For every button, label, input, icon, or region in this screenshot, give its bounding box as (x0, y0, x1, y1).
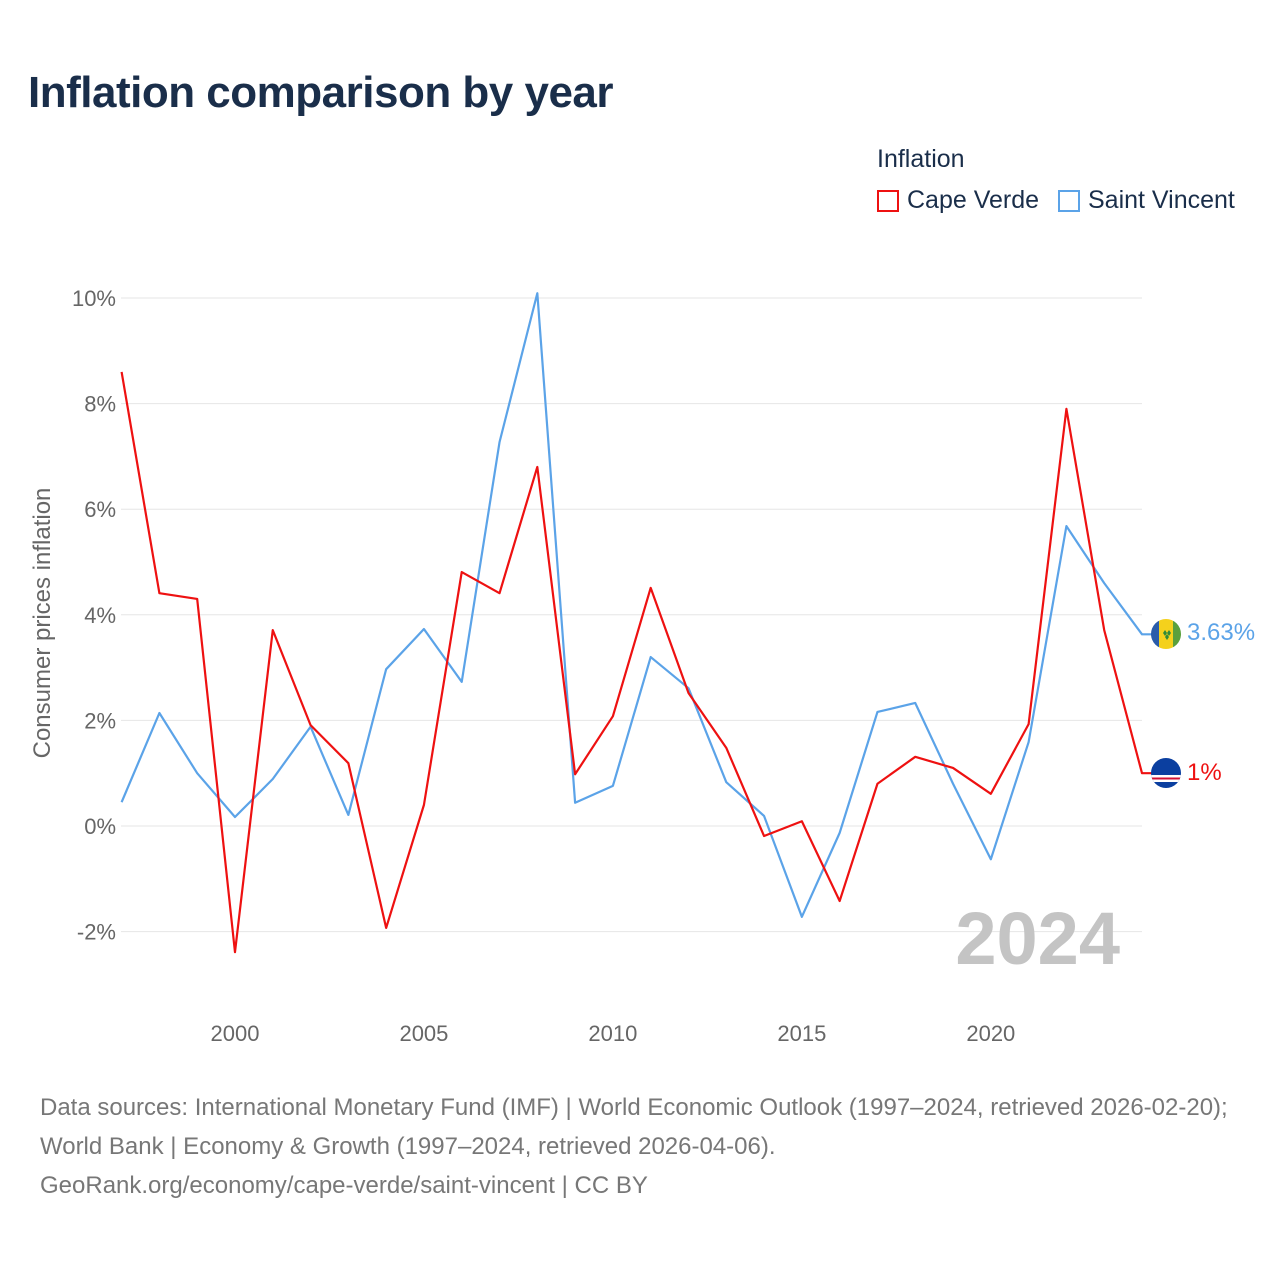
y-tick-label: -2% (77, 920, 116, 945)
series-line-saint-vincent[interactable] (120, 292, 1152, 918)
y-axis-label: Consumer prices inflation (29, 488, 56, 759)
x-tick-label: 2010 (588, 1021, 637, 1046)
footer-attribution[interactable]: GeoRank.org/economy/cape-verde/saint-vin… (40, 1172, 648, 1199)
legend-item-saint-vincent[interactable]: Saint Vincent (1058, 186, 1235, 215)
legend-label: Cape Verde (907, 186, 1040, 214)
saint-vincent-end-label: 3.63% (1187, 619, 1255, 646)
x-tick-label: 2015 (777, 1021, 826, 1046)
page-title: Inflation comparison by year (28, 68, 614, 117)
y-tick-label: 8% (84, 392, 116, 417)
cape-verde-end-label: 1% (1187, 759, 1222, 786)
y-tick-label: 10% (72, 286, 116, 311)
y-tick-label: 0% (84, 814, 116, 839)
footer-sources: Data sources: International Monetary Fun… (40, 1088, 1250, 1205)
y-tick-label: 6% (84, 497, 116, 522)
cape-verde-flag-icon (1151, 758, 1181, 788)
saint-vincent-flag-icon (1151, 619, 1181, 649)
x-tick-label: 2020 (966, 1021, 1015, 1046)
y-tick-label: 2% (84, 708, 116, 733)
x-tick-label: 2005 (399, 1021, 448, 1046)
x-tick-label: 2000 (211, 1021, 260, 1046)
legend-swatch (1058, 189, 1080, 212)
legend-item-cape-verde[interactable]: Cape Verde (877, 186, 1039, 215)
legend-title: Inflation (877, 145, 965, 173)
y-tick-label: 4% (84, 603, 116, 628)
legend-swatch (877, 189, 899, 212)
footer-sources-text: Data sources: International Monetary Fun… (40, 1094, 1228, 1160)
series-line-cape-verde[interactable] (120, 371, 1152, 954)
legend-label: Saint Vincent (1088, 186, 1235, 214)
year-watermark: 2024 (955, 897, 1120, 980)
